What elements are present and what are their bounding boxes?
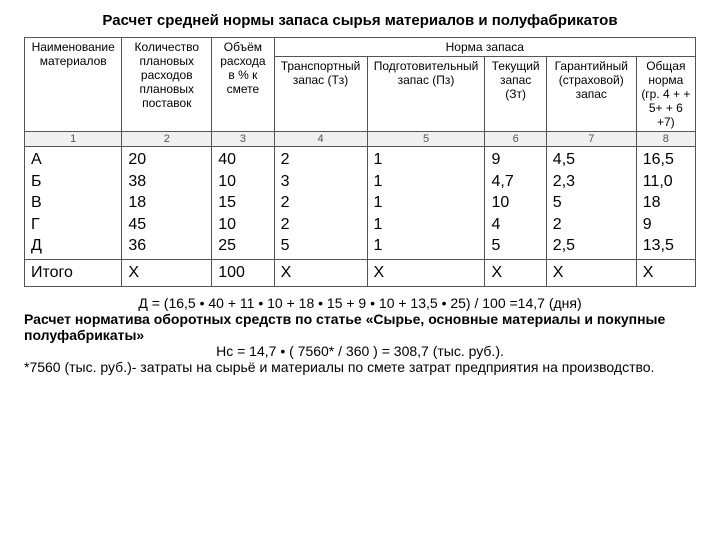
cell-col2: 2038184536: [122, 147, 212, 260]
colnum-4: 4: [274, 132, 367, 147]
total-c2: Х: [122, 259, 212, 286]
total-c7: Х: [546, 259, 636, 286]
colnum-7: 7: [546, 132, 636, 147]
footer-block: Д = (16,5 • 40 + 11 • 10 + 18 • 15 + 9 •…: [24, 295, 696, 375]
col-header-3: Объём расхода в % к смете: [212, 38, 274, 132]
cell-col7: 4,52,3522,5: [546, 147, 636, 260]
main-table: Наименование материалов Количество плано…: [24, 37, 696, 287]
col-header-7: Гарантийный (страховой) запас: [546, 57, 636, 132]
data-row: АБВГД 2038184536 4010151025 2322 5 11111…: [25, 147, 696, 260]
cell-names: АБВГД: [25, 147, 122, 260]
footer-formula-2: Нс = 14,7 • ( 7560* / 360 ) = 308,7 (тыс…: [24, 343, 696, 359]
colnum-6: 6: [485, 132, 546, 147]
total-c5: Х: [367, 259, 485, 286]
colnum-5: 5: [367, 132, 485, 147]
cell-col5: 11111: [367, 147, 485, 260]
total-c8: Х: [636, 259, 695, 286]
column-number-row: 1 2 3 4 5 6 7 8: [25, 132, 696, 147]
total-label: Итого: [25, 259, 122, 286]
colnum-3: 3: [212, 132, 274, 147]
colnum-2: 2: [122, 132, 212, 147]
page-title: Расчет средней нормы запаса сырья матери…: [24, 12, 696, 29]
cell-col3: 4010151025: [212, 147, 274, 260]
footer-heading: Расчет норматива оборотных средств по ст…: [24, 311, 696, 343]
total-c4: Х: [274, 259, 367, 286]
cell-col8: 16,511,018913,5: [636, 147, 695, 260]
col-header-4: Транспортный запас (Тз): [274, 57, 367, 132]
footer-formula-1: Д = (16,5 • 40 + 11 • 10 + 18 • 15 + 9 •…: [24, 295, 696, 311]
col-header-2: Количество плановых расходов плановых по…: [122, 38, 212, 132]
footer-note: *7560 (тыс. руб.)- затраты на сырьё и ма…: [24, 359, 696, 375]
colnum-1: 1: [25, 132, 122, 147]
cell-col6: 94,71045: [485, 147, 546, 260]
col-header-8: Общая норма (гр. 4 + + 5+ + 6 +7): [636, 57, 695, 132]
totals-row: Итого Х 100 Х Х Х Х Х: [25, 259, 696, 286]
col-header-6: Текущий запас (Зт): [485, 57, 546, 132]
col-header-group: Норма запаса: [274, 38, 695, 57]
total-c3: 100: [212, 259, 274, 286]
cell-col4: 2322 5: [274, 147, 367, 260]
col-header-5: Подготовительный запас (Пз): [367, 57, 485, 132]
colnum-8: 8: [636, 132, 695, 147]
total-c6: Х: [485, 259, 546, 286]
col-header-1: Наименование материалов: [25, 38, 122, 132]
